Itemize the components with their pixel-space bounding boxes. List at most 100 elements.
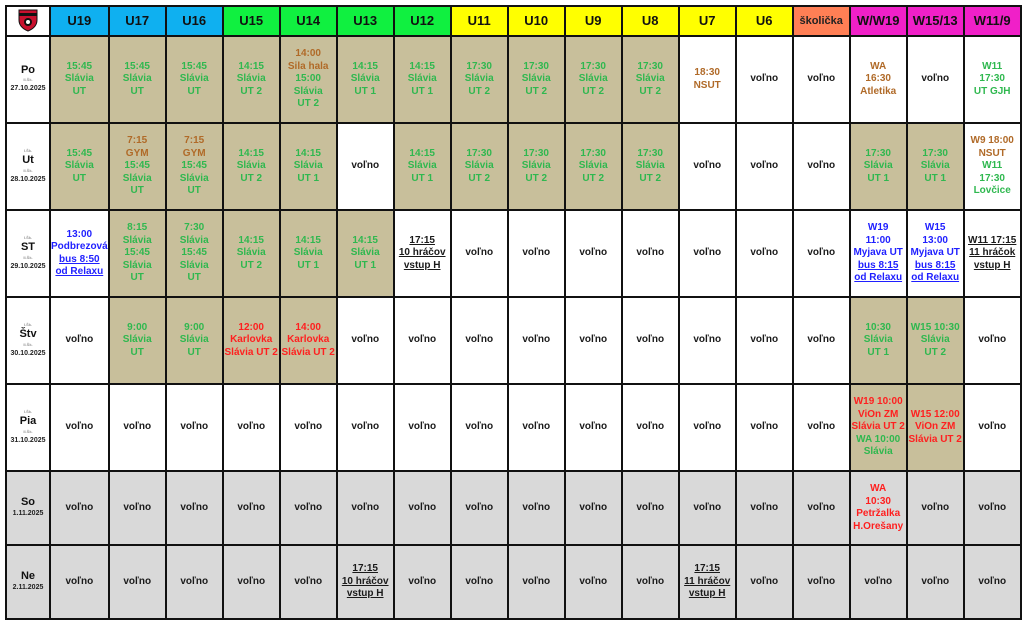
session-link[interactable]: vstup H <box>688 588 726 600</box>
session-line: 14:15 <box>409 147 435 159</box>
session-link[interactable]: vstup H <box>973 259 1011 271</box>
free-label: voľno <box>750 575 779 587</box>
session-cell: 14:15 Slávia UT 1 <box>392 35 452 124</box>
session-line: UT 1 <box>297 172 320 184</box>
day-row-ne: Ne 2.11.2025 voľno voľno voľno voľno voľno 17:1… <box>5 544 1022 620</box>
session-link[interactable]: 11 hráčov <box>684 575 731 587</box>
session-link[interactable]: 10 hráčov <box>398 247 446 259</box>
day-date: 1.11.2025 <box>12 510 44 517</box>
session-line: 7:15 <box>184 135 205 147</box>
free-cell: voľno <box>677 383 737 472</box>
session-line: 17:30 <box>523 147 549 159</box>
free-label: voľno <box>693 160 722 172</box>
free-cell: voľno <box>734 470 794 546</box>
session-cell: 17:30 Slávia UT 2 <box>620 35 680 124</box>
free-cell: voľno <box>734 209 794 298</box>
session-link[interactable]: bus 8:15 <box>857 259 899 271</box>
free-cell: voľno <box>734 122 794 211</box>
session-line: Slávia <box>578 160 608 172</box>
free-label: voľno <box>579 501 608 513</box>
session-line: Slávia <box>122 234 152 246</box>
session-line: Karlovka <box>287 334 330 346</box>
free-label: voľno <box>807 501 836 513</box>
free-cell: voľno <box>335 296 395 385</box>
session-line: Slávia <box>179 334 209 346</box>
session-line: UT 2 <box>240 259 263 271</box>
free-cell: voľno <box>734 35 794 124</box>
free-cell: voľno <box>791 296 851 385</box>
session-line: Slávia <box>407 160 437 172</box>
session-line: Slávia <box>122 73 152 85</box>
session-line: Slávia <box>464 160 494 172</box>
session-line: 14:15 <box>409 60 435 72</box>
session-line: 9:00 <box>127 321 148 333</box>
session-line: UT <box>187 85 201 97</box>
session-line: 15:45 <box>124 247 150 259</box>
session-line: UT 1 <box>297 259 320 271</box>
free-cell: voľno <box>278 383 338 472</box>
free-label: voľno <box>807 421 836 433</box>
session-cell: 15:45 Slávia UT <box>49 35 110 124</box>
free-cell: voľno <box>392 470 452 546</box>
session-line: Atletika <box>860 85 897 97</box>
school-shift-label: I.Šk. <box>23 322 33 327</box>
free-cell: voľno <box>677 296 737 385</box>
session-link[interactable]: 10 hráčov <box>341 575 389 587</box>
logo-cell <box>5 5 51 37</box>
day-date: 29.10.2025 <box>10 262 46 270</box>
free-label: voľno <box>750 73 779 85</box>
day-label-cell: Ne 2.11.2025 <box>5 544 51 620</box>
session-link[interactable]: bus 8:15 <box>914 259 956 271</box>
session-link[interactable]: 17:15 <box>409 234 435 246</box>
session-line: 18:30 <box>694 67 720 78</box>
free-cell: voľno <box>335 122 395 211</box>
free-label: voľno <box>522 334 551 346</box>
session-line: 15:45 <box>181 60 207 72</box>
session-link[interactable]: od Relaxu <box>55 266 104 277</box>
free-cell: voľno <box>734 383 794 472</box>
session-line: UT 1 <box>354 259 377 271</box>
session-cell: 14:15 Slávia UT 2 <box>221 35 281 124</box>
session-cell: 17:15 10 hráčov vstup H <box>392 209 452 298</box>
free-label: voľno <box>864 575 893 587</box>
session-line: UT GJH <box>973 85 1011 97</box>
session-link[interactable]: 17:15 <box>694 563 720 575</box>
free-cell: voľno <box>278 544 338 620</box>
free-cell: voľno <box>164 470 224 546</box>
session-cell: 10:30 Slávia UT 1 <box>848 296 908 385</box>
session-line: Slávia <box>635 160 665 172</box>
free-label: voľno <box>180 501 209 513</box>
session-link[interactable]: vstup H <box>346 588 384 600</box>
session-link[interactable]: W11 17:15 <box>968 234 1017 246</box>
session-link[interactable]: od Relaxu <box>854 272 903 284</box>
free-label: voľno <box>579 334 608 346</box>
session-cell: 15:45 Slávia UT <box>107 35 167 124</box>
day-name: Ut <box>22 154 34 166</box>
column-header-u14: U14 <box>278 5 338 37</box>
free-label: voľno <box>693 334 722 346</box>
column-header-u12: U12 <box>392 5 452 37</box>
session-link[interactable]: vstup H <box>403 259 441 271</box>
session-line: UT 2 <box>525 172 548 184</box>
session-link[interactable]: od Relaxu <box>911 272 960 284</box>
free-cell: voľno <box>335 383 395 472</box>
free-cell: voľno <box>49 383 110 472</box>
session-cell: 14:15 Slávia UT 1 <box>392 122 452 211</box>
school-shift-label: II.Šk. <box>23 254 33 260</box>
session-link[interactable]: 11 hráčok <box>969 247 1016 259</box>
free-cell: voľno <box>506 383 566 472</box>
session-line: 14:15 <box>352 60 378 72</box>
session-line: Slávia <box>464 73 494 85</box>
session-cell: W9 18:00 NSUT W11 17:30 Lovčice <box>962 122 1022 211</box>
session-link[interactable]: 17:15 <box>352 563 378 575</box>
free-label: voľno <box>65 334 94 346</box>
day-label-cell: I.Šk. Ut II.Šk. 28.10.2025 <box>5 122 51 211</box>
session-line: 9:00 <box>184 321 205 333</box>
session-link[interactable]: bus 8:50 <box>59 253 100 265</box>
session-line: 17:30 <box>523 60 549 72</box>
club-crest-icon <box>18 9 38 32</box>
free-cell: voľno <box>506 544 566 620</box>
free-cell: voľno <box>449 296 509 385</box>
session-line: Slávia <box>578 73 608 85</box>
session-line: ViOn ZM <box>915 421 956 433</box>
